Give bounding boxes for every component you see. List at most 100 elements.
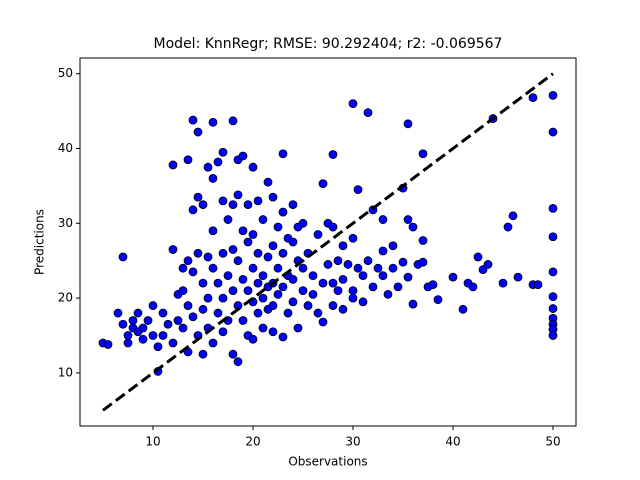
- scatter-point: [243, 200, 253, 210]
- scatter-point: [213, 308, 223, 318]
- scatter-point: [278, 282, 288, 292]
- scatter-point: [233, 256, 243, 266]
- scatter-point: [483, 260, 493, 269]
- scatter-point: [313, 230, 323, 239]
- scatter-point: [203, 162, 213, 172]
- x-axis-label: Observations: [288, 455, 367, 469]
- scatter-point: [383, 289, 393, 299]
- scatter-point: [258, 271, 268, 281]
- scatter-point: [178, 286, 188, 296]
- scatter-point: [208, 338, 218, 348]
- scatter-point: [528, 93, 538, 103]
- scatter-point: [268, 301, 278, 310]
- scatter-point: [498, 278, 508, 288]
- scatter-point: [358, 271, 368, 281]
- scatter-point: [123, 331, 133, 340]
- scatter-point: [273, 289, 283, 299]
- scatter-point: [303, 301, 313, 310]
- scatter-point: [198, 304, 208, 314]
- scatter-point: [343, 260, 353, 269]
- scatter-point: [163, 319, 173, 329]
- scatter-point: [503, 222, 513, 232]
- scatter-point: [323, 260, 333, 269]
- x-tick-label: 40: [445, 435, 460, 449]
- scatter-point: [238, 151, 248, 161]
- scatter-point: [338, 304, 348, 314]
- scatter-point: [308, 289, 318, 299]
- scatter-point: [338, 274, 348, 284]
- scatter-point: [268, 192, 278, 202]
- scatter-point: [548, 90, 558, 100]
- scatter-point: [398, 257, 408, 267]
- scatter-point: [178, 263, 188, 273]
- y-tick-label: 50: [58, 66, 73, 80]
- scatter-point: [248, 230, 258, 239]
- scatter-point: [308, 271, 318, 281]
- scatter-point: [188, 115, 198, 125]
- scatter-point: [508, 211, 518, 221]
- scatter-point: [273, 263, 283, 273]
- y-tick-label: 20: [58, 291, 73, 305]
- scatter-point: [363, 108, 373, 118]
- scatter-point: [378, 215, 388, 224]
- scatter-point: [258, 293, 268, 303]
- scatter-point: [393, 282, 403, 292]
- scatter-point: [288, 297, 298, 307]
- scatter-point: [233, 357, 243, 367]
- scatter-point: [293, 323, 303, 333]
- scatter-point: [378, 271, 388, 281]
- scatter-point: [548, 203, 558, 213]
- scatter-point: [228, 349, 238, 359]
- scatter-point: [388, 241, 398, 251]
- scatter-point: [278, 149, 288, 159]
- scatter-point: [418, 257, 428, 267]
- scatter-point: [348, 99, 358, 109]
- scatter-point: [228, 286, 238, 296]
- identity-line: [102, 72, 554, 412]
- scatter-point: [243, 286, 253, 296]
- scatter-point: [238, 274, 248, 284]
- scatter-point: [148, 301, 158, 310]
- scatter-point: [548, 304, 558, 313]
- scatter-point: [533, 280, 543, 290]
- scatter-point: [158, 331, 168, 340]
- scatter-point: [353, 263, 363, 273]
- scatter-point: [263, 252, 273, 262]
- scatter-point: [218, 196, 228, 206]
- scatter-point: [268, 241, 278, 251]
- scatter-point: [168, 160, 178, 170]
- scatter-point: [403, 215, 413, 224]
- scatter-point: [358, 297, 368, 307]
- scatter-point: [458, 304, 468, 314]
- scatter-point: [118, 319, 128, 329]
- scatter-point: [183, 256, 193, 266]
- scatter-point: [168, 338, 178, 348]
- scatter-point: [203, 252, 213, 262]
- scatter-point: [268, 327, 278, 337]
- scatter-point: [433, 295, 443, 304]
- scatter-point: [233, 190, 243, 200]
- scatter-point: [238, 316, 248, 325]
- scatter-point: [228, 116, 238, 126]
- scatter-point: [248, 162, 258, 172]
- scatter-point: [183, 155, 193, 165]
- scatter-point: [283, 308, 293, 318]
- x-tick-label: 50: [545, 435, 560, 449]
- scatter-point: [248, 263, 258, 273]
- scatter-point: [208, 263, 218, 273]
- scatter-point: [213, 278, 223, 288]
- plot-frame: [79, 57, 577, 427]
- scatter-point: [223, 215, 233, 224]
- scatter-point: [418, 236, 428, 245]
- scatter-point: [333, 286, 343, 296]
- y-axis-label: Predictions: [33, 209, 47, 275]
- scatter-point: [223, 271, 233, 281]
- scatter-point: [348, 286, 358, 296]
- scatter-point: [548, 232, 558, 242]
- scatter-point: [278, 332, 288, 342]
- scatter-point: [138, 334, 148, 344]
- scatter-point: [328, 301, 338, 310]
- scatter-point: [328, 278, 338, 288]
- scatter-point: [148, 331, 158, 340]
